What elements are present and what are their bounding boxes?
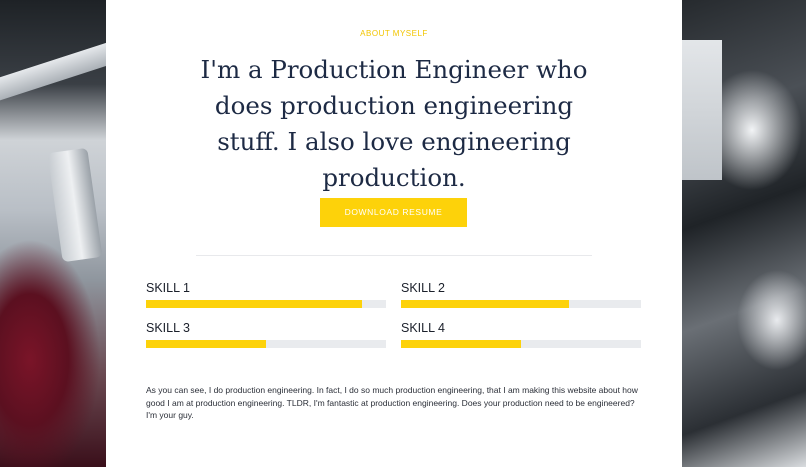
skill-progress-fill [401,340,521,348]
section-eyebrow: ABOUT MYSELF [360,29,428,38]
section-divider [196,255,592,256]
background-photo-left [0,0,121,467]
skill-label: SKILL 3 [146,321,191,335]
skill-label: SKILL 1 [146,281,191,295]
skill-progress-fill [401,300,569,308]
skill-4: SKILL 4 [401,320,641,348]
skill-progress-track [401,300,641,308]
skill-1: SKILL 1 [146,280,386,308]
skill-3: SKILL 3 [146,320,386,348]
skill-2: SKILL 2 [401,280,641,308]
about-headline: I'm a Production Engineer who does produ… [200,55,588,192]
about-card: ABOUT MYSELF I'm a Production Engineer w… [106,0,682,467]
skill-progress-track [146,300,386,308]
background-shape [0,40,121,102]
background-shape [682,40,722,180]
background-photo-right [682,0,806,467]
download-resume-button[interactable]: DOWNLOAD RESUME [320,198,467,227]
skill-progress-fill [146,340,266,348]
skill-label: SKILL 4 [401,321,446,335]
skill-progress-track [401,340,641,348]
skill-label: SKILL 2 [401,281,446,295]
background-shape [47,147,103,263]
skill-progress-fill [146,300,362,308]
skill-progress-track [146,340,386,348]
about-paragraph: As you can see, I do production engineer… [146,385,638,420]
